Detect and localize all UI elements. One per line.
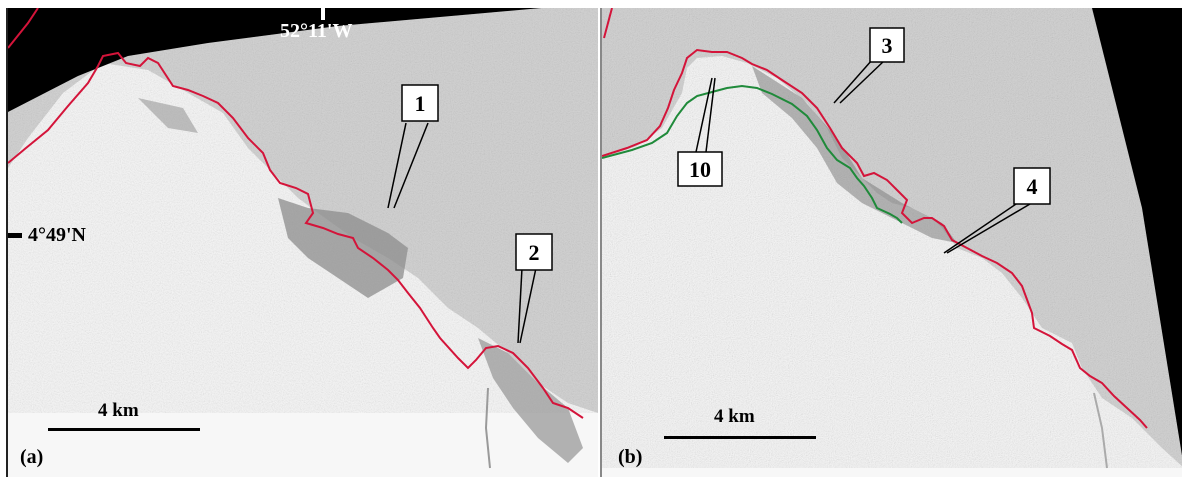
callout-2: 2 <box>515 233 553 271</box>
sea-texture <box>8 8 598 413</box>
map-panel-a: 1 2 52°11'W 4°49'N 4 km (a) <box>6 8 598 477</box>
nearshore-band <box>752 66 957 243</box>
callout-4-leader <box>943 199 1023 254</box>
coastline-red <box>602 48 1148 429</box>
coastline-red-fragment <box>603 8 613 39</box>
callout-1: 1 <box>401 84 439 122</box>
latitude-label: 4°49'N <box>28 224 86 246</box>
dark-patch <box>138 98 198 133</box>
map-panel-b: 3 4 10 4 km (b) <box>600 8 1182 477</box>
callout-4-leader <box>946 203 1031 254</box>
map-a-canvas: 1 2 <box>8 8 598 477</box>
scale-bar-b <box>664 436 816 439</box>
dark-patch <box>278 198 408 298</box>
callout-3-text: 3 <box>882 33 893 58</box>
coastline-green <box>602 84 903 224</box>
callout-10-leader <box>695 77 713 153</box>
callout-10-text: 10 <box>689 157 711 182</box>
scale-label-a: 4 km <box>98 400 139 421</box>
callout-10-leader <box>705 77 716 153</box>
map-b-canvas: 3 4 10 <box>602 8 1182 477</box>
callout-4-text: 4 <box>1027 174 1038 199</box>
nodata-area <box>8 8 598 112</box>
callout-1-leader <box>387 122 407 209</box>
dark-patch <box>478 338 583 463</box>
callout-1-leader <box>393 122 429 209</box>
nodata-area <box>1092 8 1182 456</box>
coastline-red <box>8 51 584 419</box>
coastline-red-fragment <box>8 8 39 49</box>
longitude-label: 52°11'W <box>280 20 353 42</box>
channel <box>1093 392 1108 469</box>
callout-3-leader <box>833 59 873 104</box>
top-tick-mark <box>321 8 325 20</box>
callout-2-leader <box>517 267 523 344</box>
channel <box>484 387 491 469</box>
left-tick-mark <box>8 233 22 238</box>
scale-label-b: 4 km <box>714 406 755 427</box>
callout-1-text: 1 <box>415 91 426 116</box>
panel-tag-b: (b) <box>618 446 643 468</box>
panel-tag-a: (a) <box>20 446 44 468</box>
sea-texture <box>602 8 1182 467</box>
callout-2-leader <box>519 267 537 344</box>
callout-4: 4 <box>1013 167 1051 205</box>
callout-10: 10 <box>677 151 723 187</box>
scale-bar-a <box>48 428 200 431</box>
callout-3: 3 <box>869 27 905 63</box>
callout-3-leader <box>839 59 886 104</box>
callout-2-text: 2 <box>529 240 540 265</box>
